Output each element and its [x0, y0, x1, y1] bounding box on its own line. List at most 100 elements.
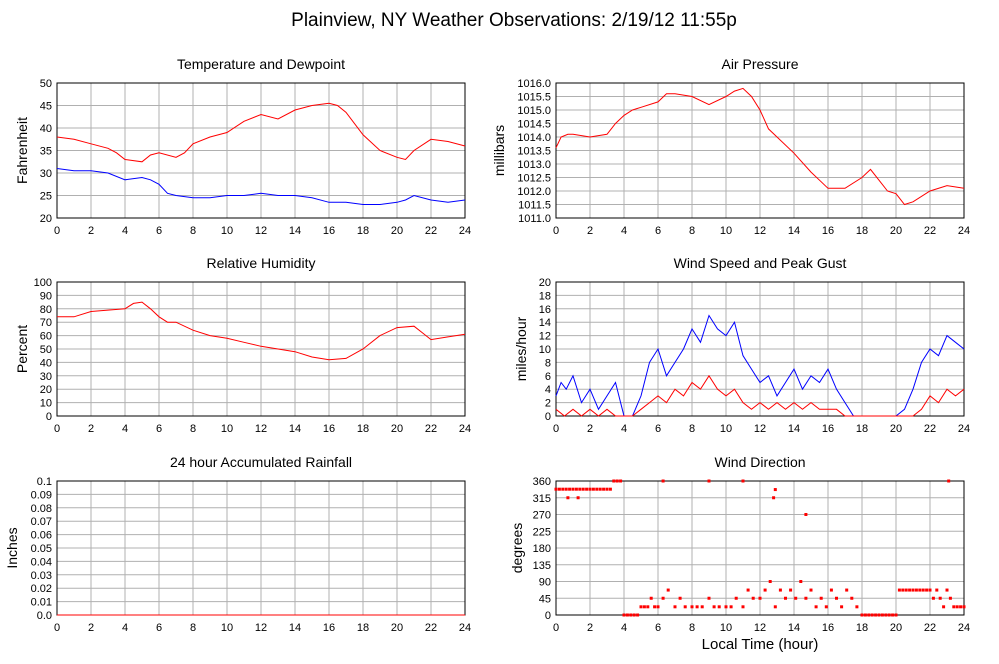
direction-point — [758, 596, 762, 600]
direction-point — [566, 496, 570, 500]
direction-point — [773, 605, 777, 609]
humidity-plot-frame — [56, 281, 466, 417]
direction-point — [646, 605, 650, 609]
direction-point — [855, 605, 859, 609]
rain-x-tick-label: 10 — [221, 622, 233, 634]
direction-point — [561, 487, 565, 491]
humidity-y-tick-label: 10 — [40, 398, 52, 410]
direction-point — [931, 596, 935, 600]
direction-point — [814, 605, 818, 609]
direction-point — [574, 487, 578, 491]
direction-x-tick-label: 8 — [689, 622, 695, 634]
wind-x-tick-label: 22 — [924, 423, 936, 435]
pressure-y-axis-label: millibars — [491, 125, 507, 176]
humidity-y-axis-label: Percent — [14, 325, 30, 373]
direction-y-tick-label: 360 — [533, 476, 551, 488]
direction-point — [778, 588, 782, 592]
direction-point — [863, 613, 867, 617]
temp-x-tick-label: 4 — [122, 225, 128, 237]
temp-y-tick-label: 30 — [40, 168, 52, 180]
pressure-y-tick-label: 1011.0 — [518, 213, 551, 225]
direction-point — [874, 613, 878, 617]
rain-x-tick-label: 16 — [323, 622, 335, 634]
direction-point — [908, 588, 912, 592]
temp-x-tick-label: 8 — [190, 225, 196, 237]
wind-y-tick-label: 2 — [545, 398, 551, 410]
wind-x-tick-label: 24 — [958, 423, 970, 435]
direction-point — [615, 479, 619, 483]
direction-y-tick-label: 315 — [533, 493, 551, 505]
direction-point — [636, 613, 640, 617]
wind-y-tick-label: 18 — [539, 290, 551, 302]
humidity-y-tick-label: 60 — [40, 331, 52, 343]
direction-point — [717, 605, 721, 609]
rain-x-tick-label: 6 — [156, 622, 162, 634]
direction-point — [695, 605, 699, 609]
rain-x-tick-label: 8 — [190, 622, 196, 634]
direction-point — [763, 588, 767, 592]
direction-point — [608, 487, 612, 491]
direction-point — [884, 613, 888, 617]
direction-x-tick-label: 6 — [655, 622, 661, 634]
direction-point — [962, 605, 966, 609]
wind-x-tick-label: 0 — [553, 423, 559, 435]
rain-y-tick-label: 0.03 — [31, 570, 52, 582]
rain-y-tick-label: 0.09 — [31, 489, 52, 501]
direction-point — [741, 605, 745, 609]
direction-y-tick-label: 225 — [533, 526, 551, 538]
direction-point — [576, 496, 580, 500]
direction-point — [712, 605, 716, 609]
rain-y-tick-label: 0.05 — [31, 543, 52, 555]
direction-x-tick-label: 24 — [958, 622, 970, 634]
humidity-x-tick-label: 18 — [357, 423, 369, 435]
temp-x-tick-label: 2 — [88, 225, 94, 237]
page-title: Plainview, NY Weather Observations: 2/19… — [291, 10, 737, 31]
temp-x-tick-label: 22 — [425, 225, 437, 237]
pressure-chart-title: Air Pressure — [721, 56, 798, 72]
direction-point — [959, 605, 963, 609]
direction-point — [622, 613, 626, 617]
wind-x-tick-label: 18 — [856, 423, 868, 435]
direction-point — [870, 613, 874, 617]
rain-x-tick-label: 4 — [122, 622, 128, 634]
wind-series-line-0 — [555, 314, 965, 417]
direction-point — [632, 613, 636, 617]
wind-y-tick-label: 20 — [539, 277, 551, 289]
pressure-x-tick-label: 4 — [621, 225, 627, 237]
direction-point — [789, 588, 793, 592]
direction-x-tick-label: 20 — [890, 622, 902, 634]
direction-point — [625, 613, 629, 617]
direction-point — [598, 487, 602, 491]
temp-series-line-0 — [56, 102, 466, 163]
direction-point — [918, 588, 922, 592]
rain-y-axis-label: Inches — [4, 527, 20, 568]
direction-y-tick-label: 0 — [545, 610, 551, 622]
humidity-x-tick-label: 4 — [122, 423, 128, 435]
pressure-x-tick-label: 2 — [587, 225, 593, 237]
rain-y-tick-label: 0.1 — [37, 476, 52, 488]
direction-point — [619, 479, 623, 483]
rain-x-tick-label: 22 — [425, 622, 437, 634]
humidity-y-tick-label: 50 — [40, 344, 52, 356]
x-axis-label: Local Time (hour) — [702, 636, 819, 653]
humidity-x-tick-label: 6 — [156, 423, 162, 435]
humidity-chart: 0 2 4 6 8 10 12 14 16 18 20 22 240102030405060708090… — [14, 255, 471, 435]
direction-point — [911, 588, 915, 592]
direction-point — [741, 479, 745, 483]
direction-point — [784, 596, 787, 600]
pressure-series-line-0 — [555, 87, 965, 206]
rain-x-tick-label: 18 — [357, 622, 369, 634]
direction-point — [835, 596, 838, 600]
direction-point — [729, 605, 733, 609]
wind-x-tick-label: 4 — [621, 423, 627, 435]
humidity-x-tick-label: 14 — [289, 423, 301, 435]
pressure-y-tick-label: 1012.5 — [517, 173, 551, 185]
humidity-y-tick-label: 40 — [40, 357, 52, 369]
direction-point — [945, 588, 949, 592]
direction-point — [850, 596, 854, 600]
direction-point — [661, 596, 665, 600]
direction-point — [578, 487, 582, 491]
direction-chart-title: Wind Direction — [714, 454, 805, 470]
humidity-x-tick-label: 10 — [221, 423, 233, 435]
direction-y-tick-label: 270 — [533, 510, 551, 522]
